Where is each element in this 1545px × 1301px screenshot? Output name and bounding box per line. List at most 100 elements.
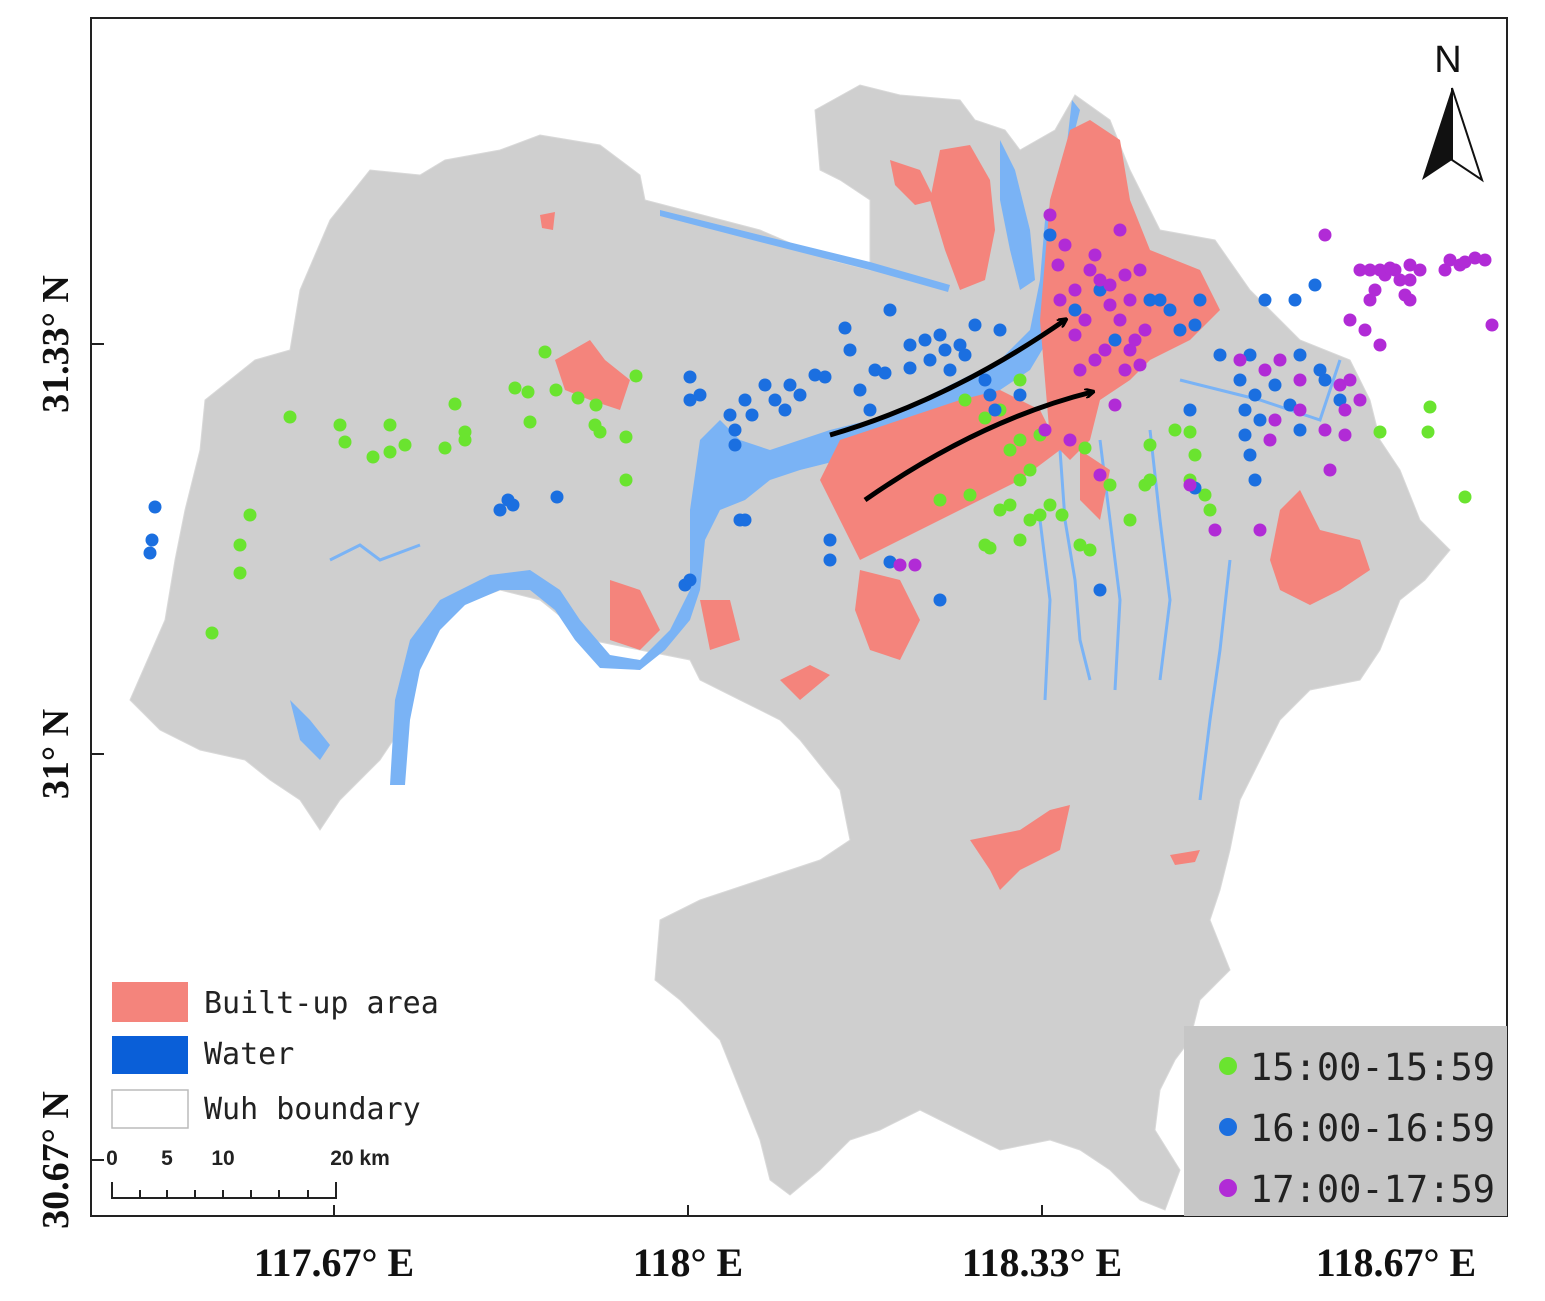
event-point — [1363, 263, 1377, 277]
event-point — [506, 498, 520, 512]
event-point — [1458, 255, 1472, 269]
event-point — [1333, 393, 1347, 407]
event-point — [589, 398, 603, 412]
event-point — [1248, 388, 1262, 402]
event-point — [1253, 523, 1267, 537]
event-point — [1153, 293, 1167, 307]
built-up-patch — [610, 580, 660, 650]
event-point — [1293, 348, 1307, 362]
event-point — [1123, 513, 1137, 527]
built-up-patch — [1080, 450, 1110, 520]
event-point — [1123, 343, 1137, 357]
event-point — [1318, 228, 1332, 242]
event-point — [493, 503, 507, 517]
event-point — [1033, 508, 1047, 522]
event-point — [1423, 400, 1437, 414]
event-point — [338, 435, 352, 449]
event-point — [1438, 263, 1452, 277]
scale-bar: 0 5 10 20 km — [106, 1147, 390, 1199]
event-point — [619, 430, 633, 444]
event-point — [1333, 378, 1347, 392]
built-up-patch — [540, 212, 555, 230]
event-point — [1193, 293, 1207, 307]
y-axis: 31.33° N 31° N 30.67° N — [35, 275, 104, 1229]
event-point — [1208, 523, 1222, 537]
built-up-patch — [700, 600, 740, 650]
event-point — [383, 445, 397, 459]
y-tick-label: 31° N — [35, 709, 77, 799]
event-point — [768, 393, 782, 407]
event-point — [728, 423, 742, 437]
built-up-patch — [930, 145, 995, 290]
event-point — [783, 378, 797, 392]
event-point — [1013, 473, 1027, 487]
event-point — [903, 338, 917, 352]
event-point — [1063, 433, 1077, 447]
event-point — [508, 381, 522, 395]
event-point — [333, 418, 347, 432]
event-point — [1368, 283, 1382, 297]
built-up-patch — [890, 160, 935, 205]
y-tick-label: 30.67° N — [35, 1091, 77, 1229]
event-point — [1123, 293, 1137, 307]
event-point — [868, 363, 882, 377]
event-point — [738, 513, 752, 527]
event-point — [903, 361, 917, 375]
stream — [329, 543, 421, 562]
event-point — [1263, 433, 1277, 447]
event-point — [1055, 508, 1069, 522]
event-point — [1363, 293, 1377, 307]
event-point — [968, 318, 982, 332]
river-branch — [660, 210, 950, 292]
stream — [1058, 449, 1092, 681]
event-point — [1213, 348, 1227, 362]
event-point — [1083, 543, 1097, 557]
event-point — [1113, 223, 1127, 237]
x-tick-label: 118.67° E — [1316, 1240, 1476, 1285]
x-tick-label: 118° E — [633, 1240, 743, 1285]
event-point — [1203, 503, 1217, 517]
event-point — [1133, 263, 1147, 277]
event-point — [550, 490, 564, 504]
event-point — [1173, 323, 1187, 337]
event-point — [1358, 323, 1372, 337]
legend-label: Wuh boundary — [204, 1092, 421, 1127]
event-point — [863, 403, 877, 417]
legend-label: Built-up area — [204, 986, 439, 1021]
event-point — [1118, 268, 1132, 282]
event-point — [893, 558, 907, 572]
event-point — [1043, 228, 1057, 242]
event-point — [1248, 473, 1262, 487]
event-point — [1068, 303, 1082, 317]
event-point — [1318, 373, 1332, 387]
north-label: N — [1434, 39, 1461, 81]
event-point — [1103, 478, 1117, 492]
event-point — [1183, 403, 1197, 417]
built-up-patch — [855, 570, 920, 660]
event-point — [978, 411, 992, 425]
event-point — [1318, 423, 1332, 437]
y-tick-label: 31.33° N — [35, 275, 77, 413]
event-point — [993, 323, 1007, 337]
event-point — [1258, 363, 1272, 377]
event-point — [145, 533, 159, 547]
event-point — [538, 345, 552, 359]
points-17-00-17-59 — [893, 208, 1499, 572]
event-point — [1353, 393, 1367, 407]
event-point — [1108, 333, 1122, 347]
event-point — [1038, 423, 1052, 437]
event-point — [1128, 333, 1142, 347]
event-point — [1268, 413, 1282, 427]
event-point — [1043, 208, 1057, 222]
event-point — [1443, 253, 1457, 267]
event-point — [1403, 273, 1417, 287]
built-up-patch — [1270, 490, 1370, 605]
event-point — [438, 441, 452, 455]
event-point — [1138, 323, 1152, 337]
event-point — [1118, 363, 1132, 377]
event-point — [1458, 490, 1472, 504]
event-point — [1068, 283, 1082, 297]
event-point — [933, 328, 947, 342]
legend-swatch-water — [112, 1036, 188, 1074]
built-up-patch — [1170, 850, 1200, 865]
